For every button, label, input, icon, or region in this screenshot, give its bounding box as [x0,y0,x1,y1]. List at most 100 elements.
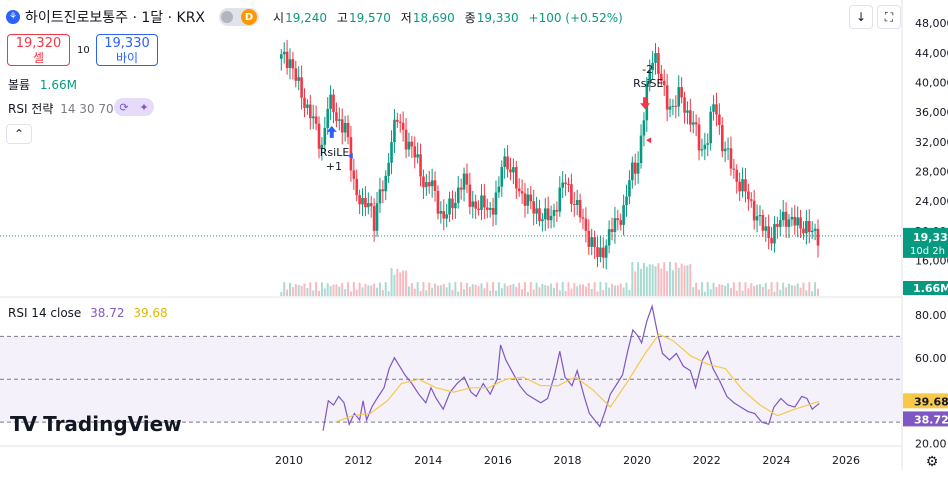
rsi-ma-badge-label: 39.68 [914,395,948,408]
volume-bar [567,282,570,296]
volume-bar [436,285,439,296]
candle-body [352,170,356,179]
candle-body [451,198,454,209]
volume-bar [724,285,727,296]
volume-bar [782,282,785,296]
candle-body [602,247,605,258]
volume-bar [303,283,306,296]
volume-bar [410,283,413,296]
candle-body [720,125,724,152]
candle-body [285,51,289,69]
rsi-legend[interactable]: RSI 14 close 38.72 39.68 [8,306,168,320]
ohlc-high-value: 19,570 [348,10,391,25]
volume-bar [381,290,384,296]
candle-body [488,208,492,210]
volume-bar [599,282,602,296]
volume-bar [358,282,361,296]
volume-bar [454,282,457,296]
volume-bar [431,287,434,296]
strategy-legend[interactable]: RSI 전략 14 30 70 [8,100,114,117]
volume-bar [799,287,802,296]
volume-bar [587,282,590,296]
volume-bar [689,263,692,296]
volume-bar [326,283,329,296]
candle-body [311,116,315,119]
candle-body [584,218,588,231]
volume-bar [654,266,657,296]
collapse-legend-chevron-up-icon[interactable]: ⌃ [6,124,32,144]
buy-price: 19,330 [104,36,150,51]
candle-body [529,194,533,202]
volume-bar [506,285,509,296]
trade-marker-label-1: RsiSE [633,77,663,90]
volume-bar [727,283,730,296]
volume-bar [767,289,770,296]
volume-bar [738,282,741,296]
candle-body [538,208,541,222]
candle-body [773,223,776,244]
candle-body [654,53,657,63]
volume-bar [526,291,529,296]
tradingview-mark-icon: TV [10,412,37,436]
candle-body [543,208,547,220]
volume-bar [816,288,819,296]
volume-bar [306,288,309,296]
buy-button[interactable]: 19,330 바이 [96,34,158,66]
candle-body [375,203,379,231]
volume-bar [320,282,323,296]
volume-bar [608,287,611,296]
volume-bar [631,262,634,296]
rsi-ma-line [335,333,820,423]
download-icon[interactable]: ↓ [849,5,873,29]
time-axis-tick-6: 2022 [693,454,721,467]
volume-bar [787,283,790,296]
candle-body [369,203,373,207]
candle-body [587,230,591,247]
candle-body [703,144,707,150]
candle-body [288,59,292,69]
volume-bar [407,286,410,296]
candle-body [604,245,608,258]
volume-bar [602,289,605,296]
volume-bar [489,290,492,296]
candle-body [520,191,524,194]
volume-bar [619,283,622,296]
volume-bar [671,270,674,296]
long-entry-arrow-icon [326,125,337,138]
candle-body [573,203,576,205]
sell-price: 19,320 [15,36,62,51]
rsi-legend-name: RSI 14 close [8,306,82,320]
volume-bar [814,282,817,296]
volume-bar [474,284,477,296]
candle-body [561,182,564,188]
volume-legend[interactable]: 볼륨 1.66M [8,76,77,93]
candle-body [378,189,382,204]
volume-bar [622,287,625,296]
candle-body [607,229,611,246]
candle-body [340,119,344,133]
fullscreen-icon[interactable]: ⛶ [877,5,901,29]
candle-body [439,211,443,214]
volume-bar [332,284,335,296]
tradingview-logo[interactable]: TV TradingView [10,412,182,436]
candle-body [427,182,431,187]
sparkle-icon[interactable]: ✦ [139,100,149,114]
volume-bar [405,270,408,296]
strategy-actions[interactable]: ⟳ ✦ [114,98,154,116]
volume-bar [471,284,474,296]
volume-bar [692,287,695,296]
volume-bar [376,287,379,296]
volume-bar [764,282,767,296]
sell-button[interactable]: 19,320 셀 [7,34,70,66]
symbol-title[interactable]: 하이트진로보통주 · 1달 · KRX [25,10,206,26]
session-toggle[interactable]: D [219,8,260,26]
refresh-icon[interactable]: ⟳ [119,100,129,114]
volume-bar [457,291,460,296]
settings-gear-icon[interactable]: ⚙ [922,452,942,472]
candle-body [778,220,782,227]
volume-bar [593,282,596,296]
volume-bar [434,283,437,296]
volume-bar [674,262,677,296]
volume-bar [512,284,515,296]
